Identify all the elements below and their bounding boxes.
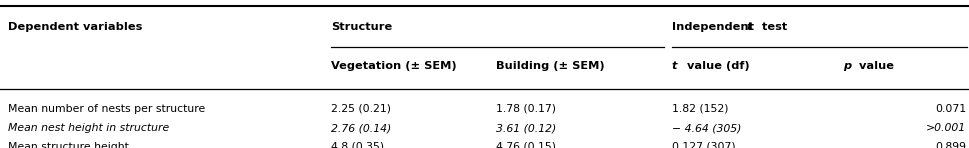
Text: 0.899: 0.899 <box>935 141 966 148</box>
Text: 1.78 (0.17): 1.78 (0.17) <box>496 104 556 114</box>
Text: 4.76 (0.15): 4.76 (0.15) <box>496 141 556 148</box>
Text: value (df): value (df) <box>683 61 750 71</box>
Text: p: p <box>843 61 851 71</box>
Text: 2.25 (0.21): 2.25 (0.21) <box>331 104 391 114</box>
Text: Dependent variables: Dependent variables <box>8 22 142 32</box>
Text: 1.82 (152): 1.82 (152) <box>672 104 728 114</box>
Text: 0.071: 0.071 <box>935 104 966 114</box>
Text: − 4.64 (305): − 4.64 (305) <box>672 123 741 133</box>
Text: >0.001: >0.001 <box>926 123 966 133</box>
Text: 3.61 (0.12): 3.61 (0.12) <box>496 123 556 133</box>
Text: Mean nest height in structure: Mean nest height in structure <box>8 123 169 133</box>
Text: Independent: Independent <box>672 22 758 32</box>
Text: Mean structure height: Mean structure height <box>8 141 129 148</box>
Text: t: t <box>672 61 677 71</box>
Text: t: t <box>746 22 752 32</box>
Text: value: value <box>855 61 893 71</box>
Text: test: test <box>758 22 787 32</box>
Text: 4.8 (0.35): 4.8 (0.35) <box>331 141 385 148</box>
Text: 0.127 (307): 0.127 (307) <box>672 141 735 148</box>
Text: Structure: Structure <box>331 22 392 32</box>
Text: Building (± SEM): Building (± SEM) <box>496 61 605 71</box>
Text: Mean number of nests per structure: Mean number of nests per structure <box>8 104 205 114</box>
Text: Vegetation (± SEM): Vegetation (± SEM) <box>331 61 457 71</box>
Text: 2.76 (0.14): 2.76 (0.14) <box>331 123 391 133</box>
